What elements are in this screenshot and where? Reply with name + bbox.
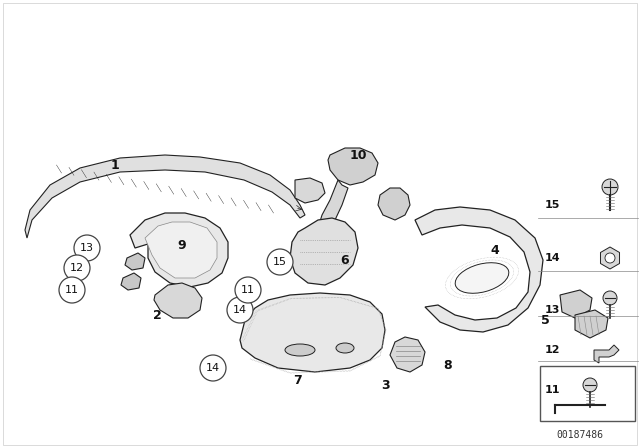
Polygon shape <box>125 253 145 270</box>
Polygon shape <box>575 310 608 338</box>
Circle shape <box>74 235 100 261</box>
Text: 4: 4 <box>491 244 499 257</box>
Circle shape <box>235 277 261 303</box>
Text: 14: 14 <box>233 305 247 315</box>
Text: 1: 1 <box>111 159 120 172</box>
Polygon shape <box>240 293 385 372</box>
Text: 12: 12 <box>545 345 561 355</box>
Circle shape <box>267 249 293 275</box>
Text: 3: 3 <box>381 379 389 392</box>
Circle shape <box>583 378 597 392</box>
Text: 14: 14 <box>545 253 561 263</box>
Circle shape <box>59 277 85 303</box>
Text: 00187486: 00187486 <box>557 430 604 440</box>
Polygon shape <box>318 180 348 235</box>
Text: 7: 7 <box>292 374 301 387</box>
Polygon shape <box>415 207 543 332</box>
Polygon shape <box>390 337 425 372</box>
Text: 12: 12 <box>70 263 84 273</box>
Text: 13: 13 <box>545 305 561 315</box>
FancyBboxPatch shape <box>540 366 635 421</box>
Polygon shape <box>328 148 378 185</box>
Text: 9: 9 <box>178 238 186 251</box>
Circle shape <box>602 179 618 195</box>
Circle shape <box>200 355 226 381</box>
Text: 11: 11 <box>241 285 255 295</box>
Polygon shape <box>290 218 358 285</box>
Circle shape <box>227 297 253 323</box>
Text: 14: 14 <box>206 363 220 373</box>
Text: 10: 10 <box>349 148 367 161</box>
Polygon shape <box>25 155 305 238</box>
Ellipse shape <box>455 263 509 293</box>
Polygon shape <box>295 178 325 203</box>
Circle shape <box>64 255 90 281</box>
Ellipse shape <box>336 343 354 353</box>
Polygon shape <box>600 247 620 269</box>
Polygon shape <box>560 290 592 318</box>
Polygon shape <box>145 222 217 278</box>
Text: 15: 15 <box>273 257 287 267</box>
Text: 2: 2 <box>152 309 161 322</box>
Polygon shape <box>378 188 410 220</box>
Polygon shape <box>130 213 228 287</box>
Text: 11: 11 <box>65 285 79 295</box>
Text: 5: 5 <box>541 314 549 327</box>
Polygon shape <box>594 345 619 363</box>
Circle shape <box>605 253 615 263</box>
Circle shape <box>603 291 617 305</box>
Text: 13: 13 <box>80 243 94 253</box>
Polygon shape <box>121 273 141 290</box>
Ellipse shape <box>285 344 315 356</box>
Text: 11: 11 <box>545 385 561 395</box>
Text: 8: 8 <box>444 358 452 371</box>
Text: 15: 15 <box>545 200 561 210</box>
Polygon shape <box>154 283 202 318</box>
Text: 6: 6 <box>340 254 349 267</box>
